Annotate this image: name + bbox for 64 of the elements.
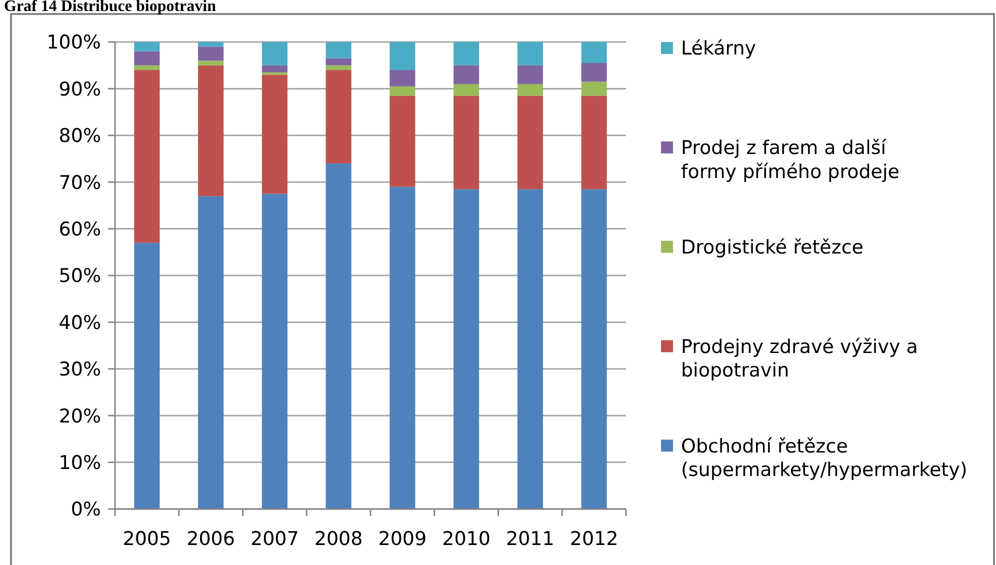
y-tick-label: 70% <box>58 172 101 194</box>
bar <box>134 42 160 52</box>
legend-label: Obchodní řetězce (supermarkety/hypermarkety) <box>681 435 968 481</box>
bar <box>517 84 543 96</box>
bar <box>454 65 480 84</box>
y-tick-label: 40% <box>58 312 101 334</box>
x-tick-label: 2009 <box>378 528 427 550</box>
bar <box>326 42 352 58</box>
bar <box>454 42 480 66</box>
y-tick-label: 0% <box>70 498 101 521</box>
bar <box>134 242 160 509</box>
x-tick-label: 2012 <box>570 528 618 550</box>
bar <box>454 189 480 509</box>
bar <box>134 70 160 243</box>
legend-label: Lékárny <box>681 38 756 60</box>
bar <box>454 84 480 96</box>
bar <box>517 65 543 84</box>
bar <box>198 60 224 66</box>
bar <box>581 42 607 64</box>
bar <box>581 82 607 96</box>
bar <box>198 46 224 61</box>
bar <box>326 163 352 509</box>
bar <box>517 42 543 66</box>
bar <box>581 189 607 509</box>
bar <box>134 51 160 66</box>
bar <box>262 42 288 66</box>
bar <box>390 86 416 96</box>
chart-title: Graf 14 Distribuce biopotravin <box>4 0 216 15</box>
bar <box>262 194 288 509</box>
bar <box>198 196 224 509</box>
x-tick-label: 2011 <box>506 528 554 550</box>
bar <box>326 58 352 66</box>
x-tick-label: 2010 <box>442 528 490 550</box>
x-tick-label: 2008 <box>314 528 363 550</box>
bar <box>581 63 607 82</box>
bar <box>134 65 160 70</box>
bar <box>581 96 607 190</box>
x-tick-label: 2005 <box>122 528 172 550</box>
bar <box>262 74 288 194</box>
y-tick-label: 30% <box>58 358 101 381</box>
y-tick-label: 80% <box>58 125 101 148</box>
x-tick-label: 2007 <box>250 528 299 550</box>
bar <box>390 42 416 70</box>
bar <box>198 65 224 196</box>
y-tick-label: 90% <box>58 78 101 100</box>
legend-label: Prodejny zdravé výživy a biopotravin <box>681 336 918 382</box>
bar <box>517 96 543 190</box>
bar <box>262 65 288 72</box>
y-tick-label: 10% <box>58 452 101 474</box>
x-tick-label: 2006 <box>186 528 235 550</box>
y-tick-label: 100% <box>46 32 101 54</box>
legend-label: Drogistické řetězce <box>681 236 864 258</box>
bar <box>326 65 352 70</box>
bar <box>390 96 416 187</box>
bar <box>517 189 543 509</box>
bar <box>326 70 352 164</box>
bar <box>198 42 224 47</box>
bar <box>390 70 416 86</box>
legend-label: Prodej z farem a další formy přímého prodeje <box>681 137 900 183</box>
y-tick-label: 20% <box>58 405 101 428</box>
bar <box>390 186 416 509</box>
y-tick-label: 60% <box>58 218 101 240</box>
y-tick-label: 50% <box>58 265 101 288</box>
bar <box>454 96 480 190</box>
